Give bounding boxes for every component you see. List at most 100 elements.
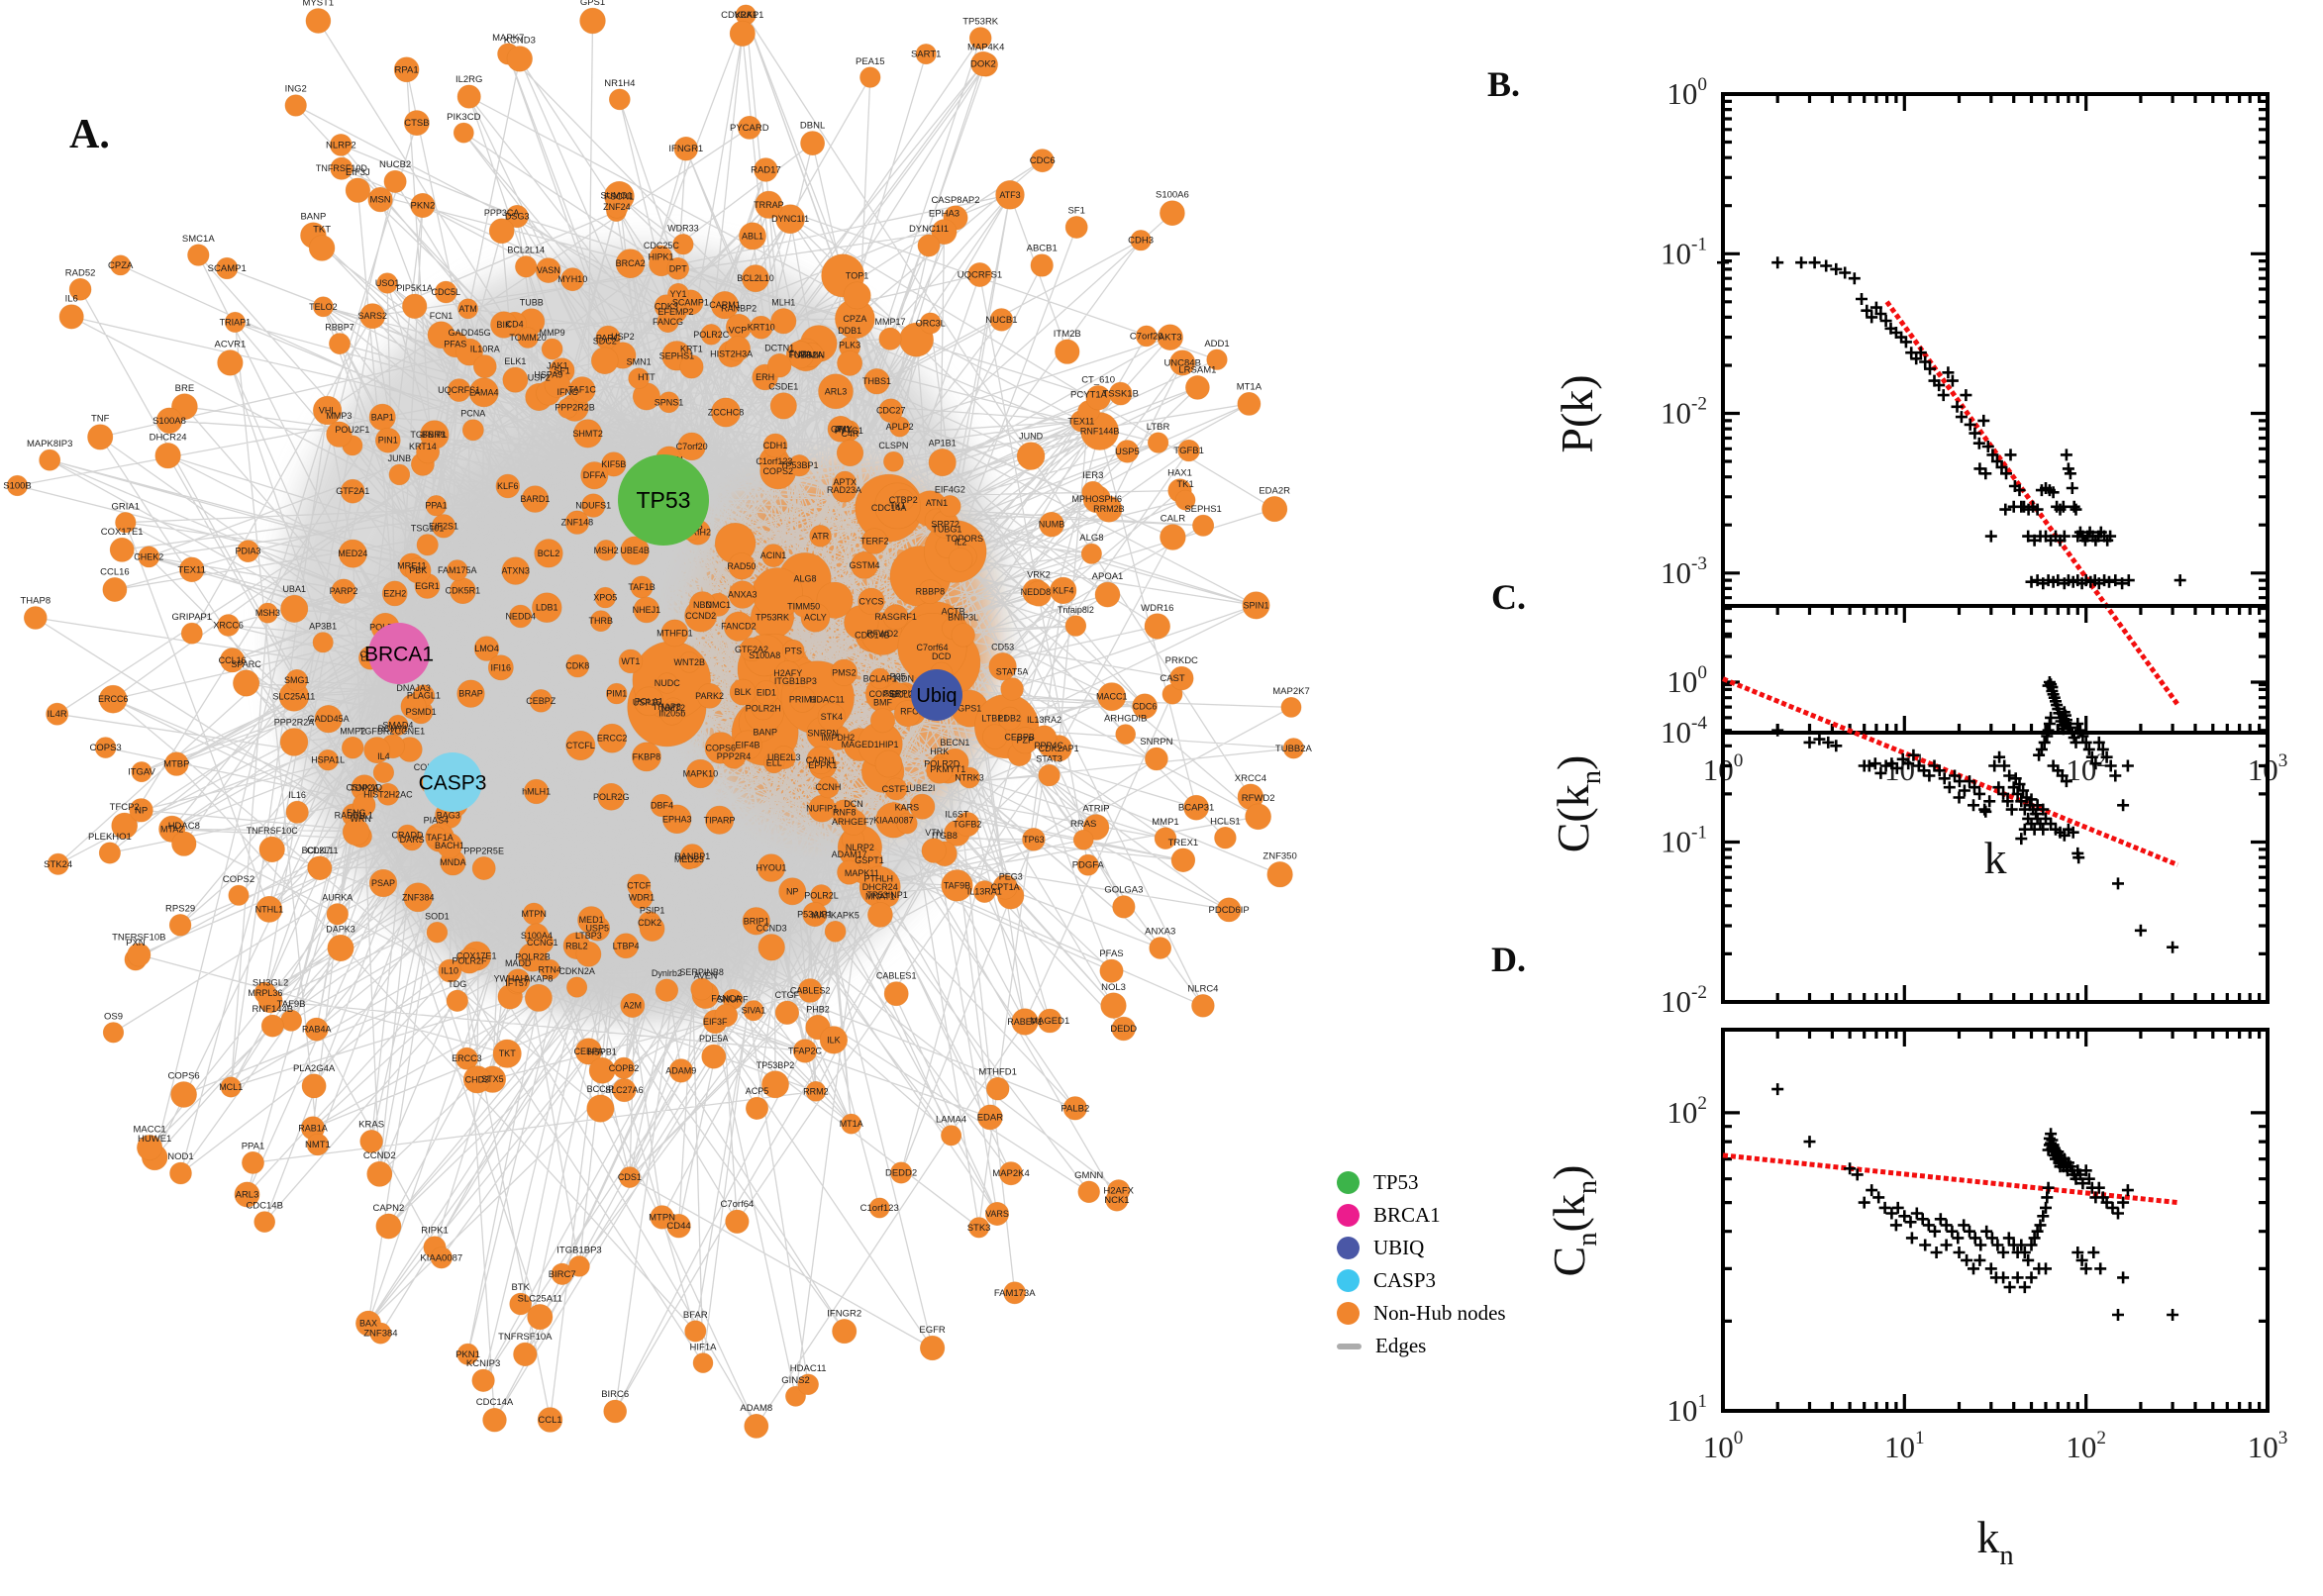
node-label: STK3 [967,1223,991,1234]
network-node [678,651,700,673]
node-label: NUFIP1 [806,804,838,814]
node-label: IL4R [48,709,67,720]
network-node [754,157,778,182]
network-node [678,848,700,870]
node-label: IFNG [557,387,579,397]
network-node [363,737,391,764]
network-node [597,723,627,753]
node-label: PZP [1017,736,1035,746]
network-node [154,443,181,469]
network-node [863,368,890,395]
network-node [725,1209,750,1234]
network-node [761,544,785,567]
network-node [613,933,639,959]
y-tick-label: 10-1 [1661,234,1707,270]
node-label: TNFRSF10B [112,933,165,944]
node-label: RASGRF1 [874,612,917,622]
node-label: C7orf64 [916,643,948,652]
node-label: EIF3F [703,1017,728,1027]
network-node [568,1255,590,1277]
y-tick-label: 10-3 [1661,553,1707,590]
node-label: COX17E1 [101,527,144,538]
node-label: ADAM9 [665,1065,696,1075]
node-label: CDC6 [1133,701,1158,711]
node-label: STAT5A [996,667,1029,677]
network-node [620,536,650,565]
node-label: IL2 [955,537,967,547]
node-label: POLR2F [452,955,487,965]
network-node [1157,324,1183,350]
node-label: TP53RK [962,17,999,28]
network-node [400,693,427,720]
network-node [1030,149,1055,173]
node-label: ACLY [804,613,827,623]
node-label: HIPK1 [648,252,673,262]
network-node [861,528,888,554]
node-label: PPP2R2B [555,403,595,413]
network-node [492,1039,522,1068]
network-node [919,1335,946,1361]
node-label: MTA2 [160,824,183,834]
node-label: SNRPN [1140,737,1172,748]
y-tick-label: 10-2 [1661,982,1707,1019]
node-label: MCL1 [219,1082,243,1092]
network-node [115,512,137,534]
node-label: STK24 [44,859,72,870]
node-label: GADD45A [308,714,350,724]
network-node [985,1076,1010,1101]
node-label: DHCR24 [150,432,187,443]
node-label: MMP17 [874,317,905,327]
node-label: BIK [497,320,512,330]
node-label: CCL16 [219,655,247,665]
network-node [1062,1096,1087,1121]
node-label: MAP2K7 [1272,686,1310,697]
node-label: CRADD [391,831,424,841]
node-label: SMC1A [182,234,215,245]
node-label: NDN [895,673,915,683]
node-label: EPPK1 [808,760,837,770]
network-node [6,474,29,497]
node-label: MED1 [579,915,604,925]
network-node [1030,253,1054,277]
node-label: NUDC [655,678,680,688]
node-label: Tnfaip8l2 [1058,605,1094,615]
network-node [330,156,354,180]
node-label: SCAMP1 [672,297,709,307]
network-node [948,548,973,572]
node-label: TGFB1 [1173,446,1204,456]
node-label: USP15 [633,698,661,708]
network-node [537,1407,563,1433]
network-node [256,602,278,624]
node-label: CDC14A [871,503,907,513]
network-node [792,595,815,618]
node-label: DYNC1I1 [771,214,809,224]
node-label: C7orf64 [720,1199,754,1210]
node-label: MNDA [440,857,466,867]
node-label: DARS [400,835,425,845]
network-node [656,672,678,694]
network-node [39,449,61,471]
node-label: TDG [448,979,466,989]
network-node [338,539,367,568]
network-node [462,1065,491,1094]
node-label: SMG1 [284,675,310,685]
node-label: CAST [1160,673,1185,684]
network-node [982,724,1008,749]
network-node [556,397,578,419]
node-label: MSN [370,195,391,206]
node-label: Dynlrb2 [652,968,682,978]
node-label: IL10 [442,966,459,976]
node-label: RAB1A [298,1123,328,1133]
network-node [666,256,690,280]
node-label: MMP1 [1152,817,1178,828]
node-label: SRP72 [931,520,960,530]
node-label: HDAC11 [790,1363,827,1374]
node-label: PFAS [1099,948,1123,959]
node-label: PFAS [444,340,466,349]
node-label: CTCF [627,881,651,891]
node-label: XRCC6 [213,621,244,631]
network-node [774,660,801,687]
network-node [883,981,909,1007]
network-node [502,366,529,393]
node-label: NLRP2 [846,843,874,852]
